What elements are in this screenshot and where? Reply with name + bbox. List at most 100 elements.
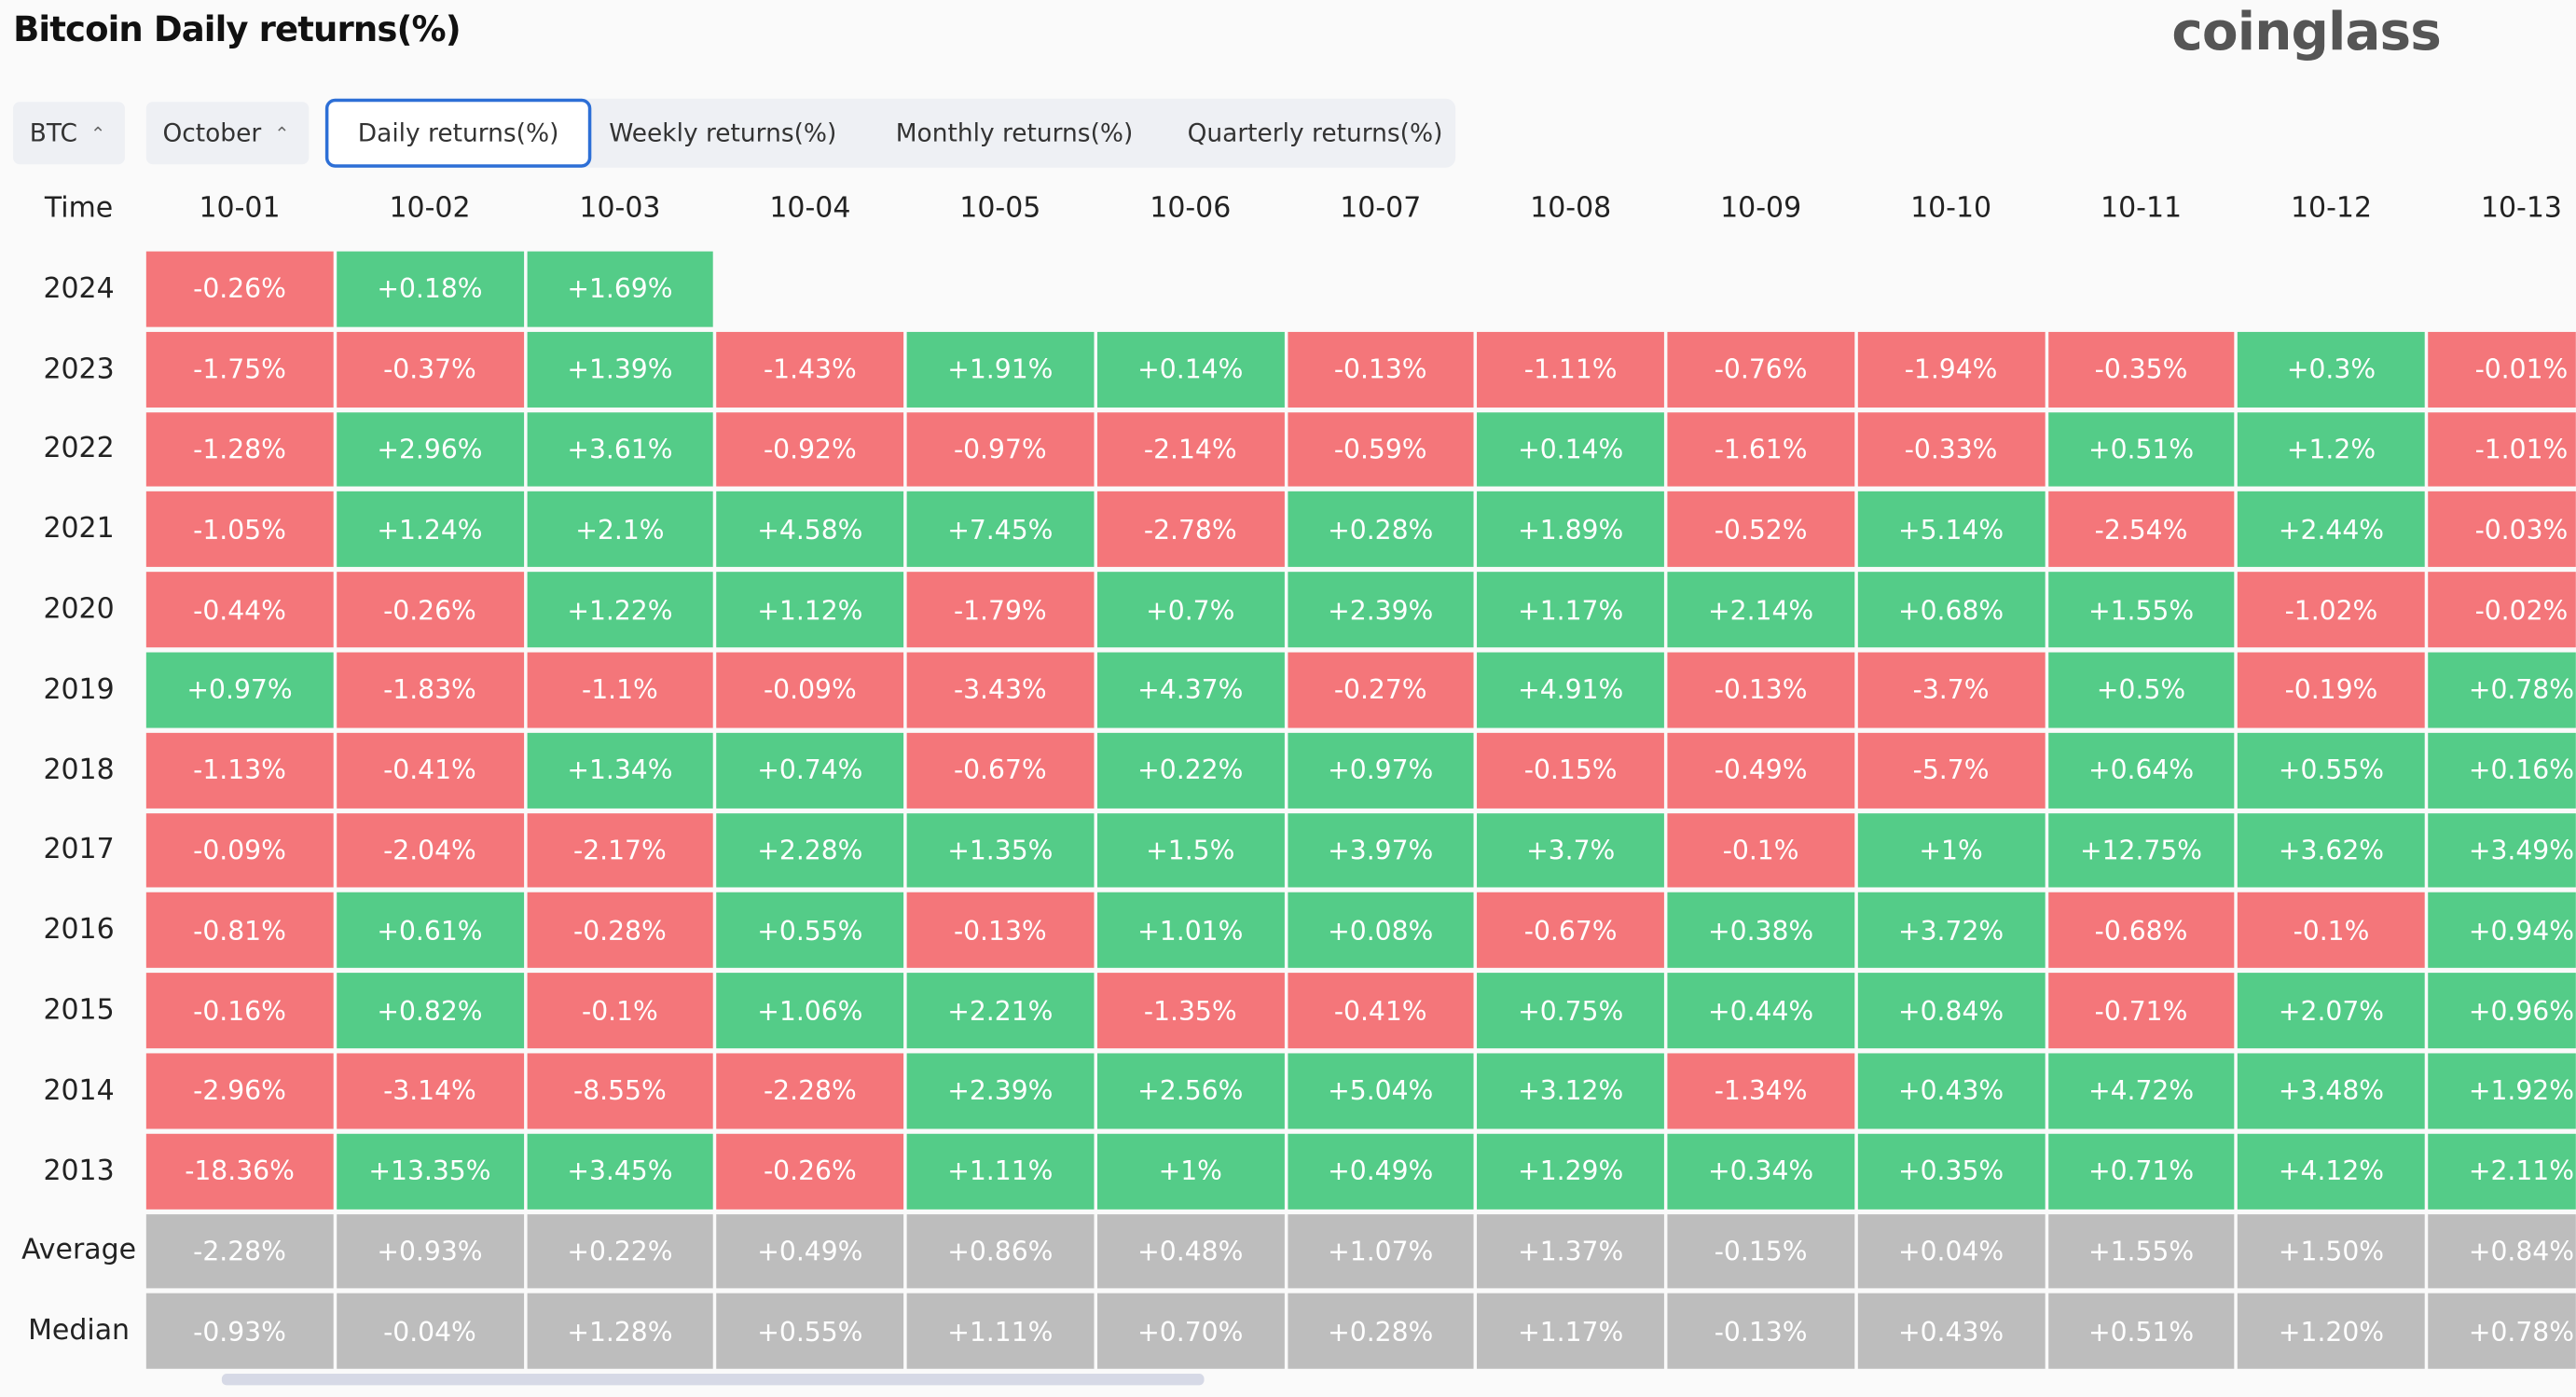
- coin-select[interactable]: BTC: [13, 102, 125, 165]
- row-label: 2023: [43, 353, 115, 386]
- row-label: 2021: [43, 513, 115, 546]
- return-cell: +0.22%: [1096, 732, 1285, 809]
- return-cell: +0.55%: [716, 1293, 904, 1370]
- return-cell: +0.43%: [1857, 1293, 2045, 1370]
- return-cell: -0.41%: [336, 732, 524, 809]
- return-cell: -0.33%: [1857, 411, 2045, 488]
- return-cell: +0.44%: [1667, 973, 1854, 1049]
- return-cell: +0.14%: [1096, 331, 1285, 408]
- return-cell: +0.22%: [526, 1213, 714, 1290]
- return-cell: -0.03%: [2428, 491, 2576, 568]
- return-cell: +0.75%: [1477, 973, 1664, 1049]
- row-label: 2020: [43, 593, 115, 627]
- return-cell: +1.55%: [2047, 1213, 2235, 1290]
- return-cell: +1.55%: [2047, 572, 2235, 648]
- row-label: 2019: [43, 673, 115, 707]
- return-cell: +0.18%: [336, 251, 524, 327]
- tab-bar: Daily returns(%) Weekly returns(%) Monthly…: [324, 98, 1456, 168]
- return-cell: +2.1%: [526, 491, 714, 568]
- return-cell: +3.45%: [526, 1133, 714, 1210]
- return-cell: +0.51%: [2047, 1293, 2235, 1370]
- return-cell: +1.2%: [2238, 411, 2425, 488]
- return-cell: -0.1%: [1667, 812, 1854, 889]
- return-cell: +0.35%: [1857, 1133, 2045, 1210]
- return-cell: -2.17%: [526, 812, 714, 889]
- column-header: 10-09: [1720, 192, 1802, 226]
- return-cell: -2.96%: [145, 1053, 334, 1129]
- return-cell: +0.86%: [906, 1213, 1095, 1290]
- row-label: 2016: [43, 914, 115, 947]
- return-cell: -0.1%: [2238, 892, 2425, 969]
- page-title: Bitcoin Daily returns(%): [13, 9, 461, 49]
- return-cell: +0.82%: [336, 973, 524, 1049]
- return-cell: -0.13%: [1667, 1293, 1854, 1370]
- return-cell: +5.04%: [1287, 1053, 1474, 1129]
- return-cell: +3.12%: [1477, 1053, 1664, 1129]
- column-header: 10-10: [1910, 192, 1992, 226]
- return-cell: -0.92%: [716, 411, 904, 488]
- return-cell: +1.17%: [1477, 572, 1664, 648]
- return-cell: -0.13%: [1667, 652, 1854, 728]
- column-header: Time: [44, 192, 114, 226]
- column-header: 10-01: [199, 192, 281, 226]
- return-cell: -0.04%: [336, 1293, 524, 1370]
- return-cell: -1.43%: [716, 331, 904, 408]
- return-cell: +2.56%: [1096, 1053, 1285, 1129]
- return-cell: +3.72%: [1857, 892, 2045, 969]
- row-label: 2022: [43, 433, 115, 466]
- return-cell: +12.75%: [2047, 812, 2235, 889]
- return-cell: -1.34%: [1667, 1053, 1854, 1129]
- return-cell: +3.62%: [2238, 812, 2425, 889]
- return-cell: +1.39%: [526, 331, 714, 408]
- return-cell: -1.13%: [145, 732, 334, 809]
- tab[interactable]: Quarterly returns(%): [1187, 118, 1443, 148]
- month-select[interactable]: October: [145, 102, 310, 165]
- row-label: Median: [28, 1315, 131, 1349]
- return-cell: -3.14%: [336, 1053, 524, 1129]
- tab[interactable]: Daily returns(%): [324, 98, 592, 168]
- scrollbar[interactable]: [221, 1374, 1205, 1386]
- return-cell: -0.26%: [336, 572, 524, 648]
- column-header: 10-07: [1340, 192, 1422, 226]
- return-cell: +1.11%: [906, 1133, 1095, 1210]
- return-cell: +4.58%: [716, 491, 904, 568]
- return-cell: -0.44%: [145, 572, 334, 648]
- return-cell: -0.71%: [2047, 973, 2235, 1049]
- column-header: 10-03: [579, 192, 661, 226]
- return-cell: +0.74%: [716, 732, 904, 809]
- return-cell: -8.55%: [526, 1053, 714, 1129]
- return-cell: +0.55%: [2238, 732, 2425, 809]
- row-label: 2015: [43, 994, 115, 1028]
- return-cell: -0.35%: [2047, 331, 2235, 408]
- tab[interactable]: Monthly returns(%): [895, 118, 1134, 148]
- return-cell: +1.5%: [1096, 812, 1285, 889]
- tab[interactable]: Weekly returns(%): [609, 118, 837, 148]
- return-cell: +0.61%: [336, 892, 524, 969]
- return-cell: -0.02%: [2428, 572, 2576, 648]
- return-cell: -2.28%: [716, 1053, 904, 1129]
- row-label: 2014: [43, 1074, 115, 1108]
- return-cell: +0.49%: [1287, 1133, 1474, 1210]
- return-cell: -0.09%: [145, 812, 334, 889]
- column-header: 10-06: [1150, 192, 1232, 226]
- return-cell: -0.41%: [1287, 973, 1474, 1049]
- row-label: 2017: [43, 834, 115, 867]
- return-cell: -0.26%: [145, 251, 334, 327]
- return-cell: +1.29%: [1477, 1133, 1664, 1210]
- return-cell: -0.68%: [2047, 892, 2235, 969]
- return-cell: -1.28%: [145, 411, 334, 488]
- return-cell: +2.28%: [716, 812, 904, 889]
- return-cell: +0.97%: [1287, 732, 1474, 809]
- return-cell: +1.12%: [716, 572, 904, 648]
- return-cell: +3.48%: [2238, 1053, 2425, 1129]
- return-cell: -0.13%: [906, 892, 1095, 969]
- return-cell: +0.7%: [1096, 572, 1285, 648]
- return-cell: +0.55%: [716, 892, 904, 969]
- return-cell: -0.09%: [716, 652, 904, 728]
- return-cell: -0.27%: [1287, 652, 1474, 728]
- return-cell: +4.72%: [2047, 1053, 2235, 1129]
- return-cell: -1.75%: [145, 331, 334, 408]
- return-cell: -1.05%: [145, 491, 334, 568]
